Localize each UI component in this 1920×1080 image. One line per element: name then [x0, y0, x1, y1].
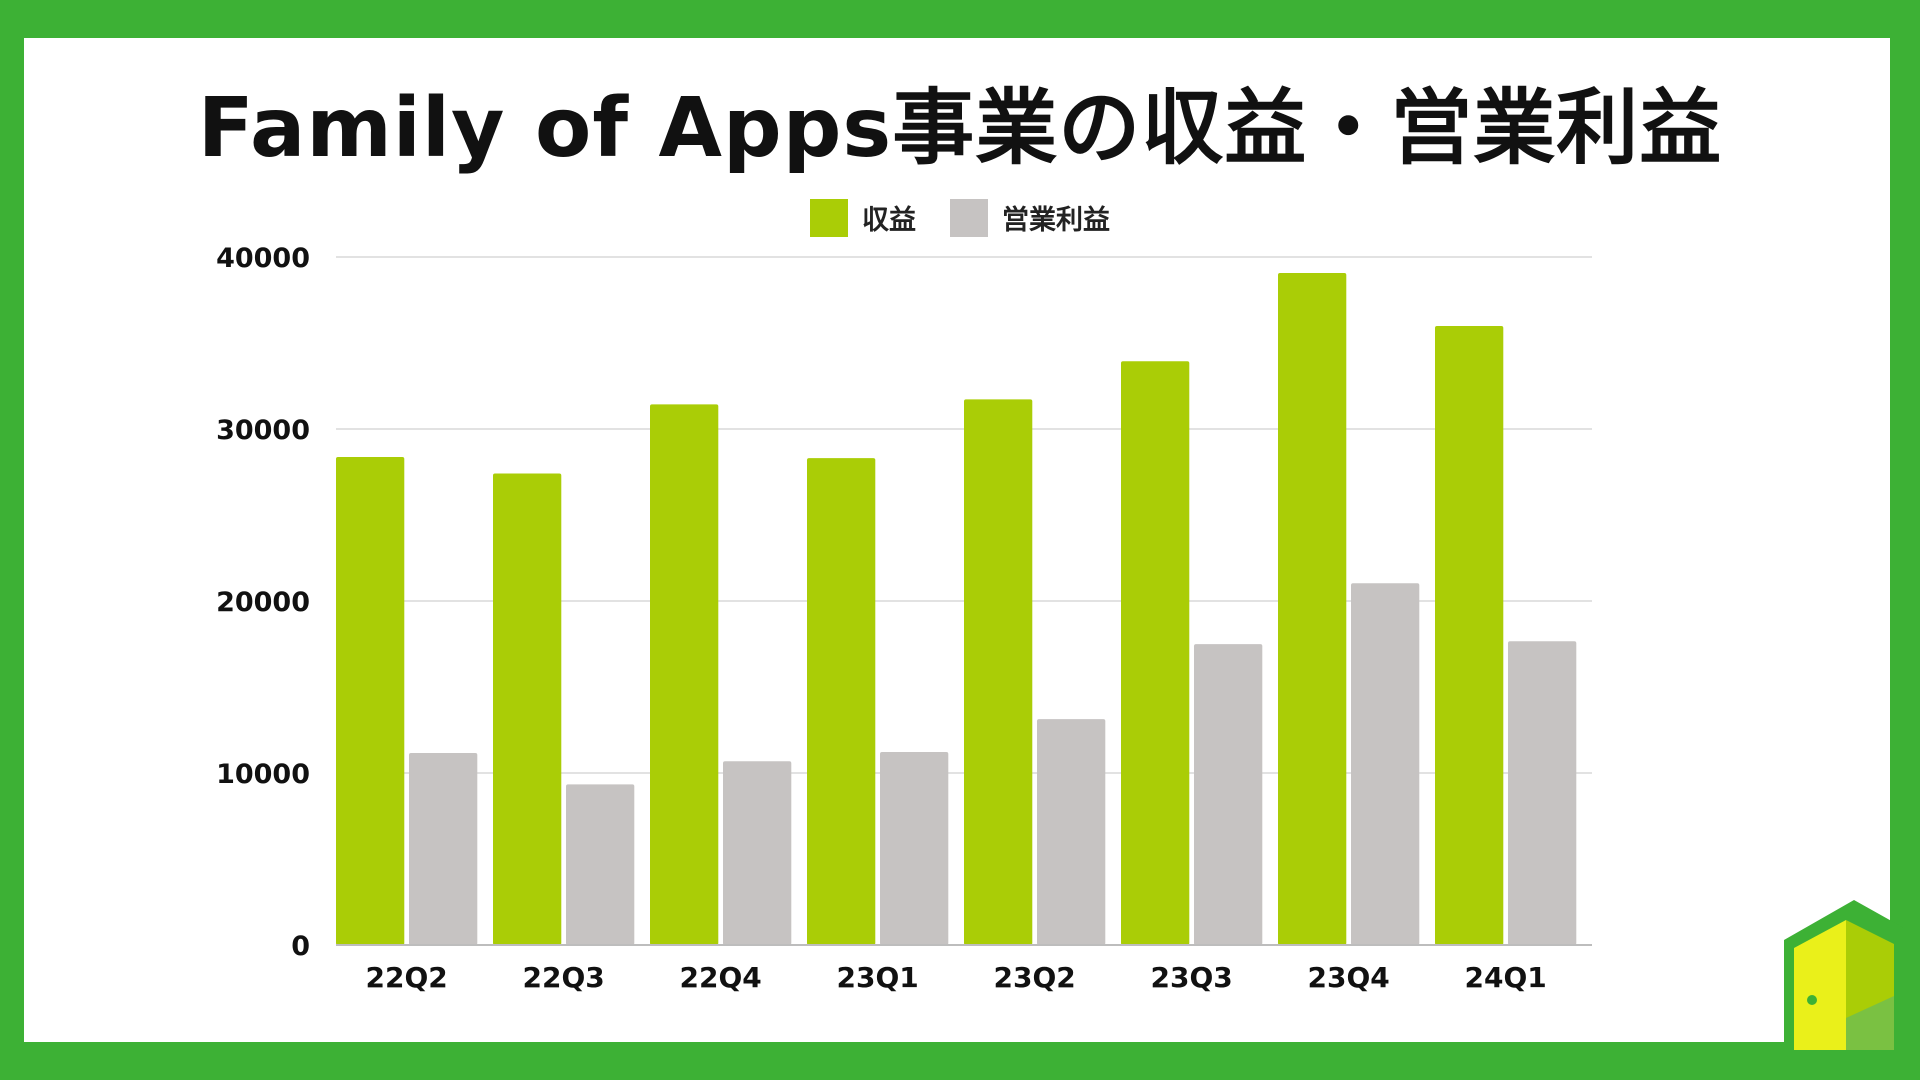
operating-income-bar-23Q4	[1351, 583, 1420, 945]
operating-income-bar-23Q2	[1037, 719, 1106, 945]
legend-item-operating-income: 営業利益	[950, 198, 1110, 237]
y-tick-label-4: 40000	[216, 243, 310, 274]
x-tick-label-22Q4: 22Q4	[680, 961, 762, 994]
operating-income-bar-23Q1	[880, 752, 949, 945]
y-tick-label-3: 30000	[216, 415, 310, 446]
door-logo-icon	[1784, 900, 1904, 1050]
revenue-bar-22Q3	[493, 473, 562, 945]
y-tick-label-1: 10000	[216, 759, 310, 790]
operating-income-bar-23Q3	[1194, 644, 1263, 945]
legend-label-revenue: 収益	[862, 205, 916, 236]
revenue-bar-22Q2	[336, 457, 405, 945]
revenue-bar-23Q3	[1121, 361, 1190, 945]
x-tick-label-22Q3: 22Q3	[523, 961, 605, 994]
chart-title: Family of Apps事業の収益・営業利益	[197, 81, 1723, 176]
revenue-bar-23Q4	[1278, 272, 1347, 946]
operating-income-bar-22Q4	[723, 761, 792, 945]
operating-income-bar-24Q1	[1508, 641, 1577, 945]
y-tick-label-2: 20000	[216, 587, 310, 618]
legend-swatch-operating-income	[950, 198, 988, 237]
x-tick-label-23Q2: 23Q2	[994, 961, 1076, 994]
x-tick-label-23Q1: 23Q1	[837, 961, 919, 994]
revenue-bar-23Q2	[964, 399, 1033, 945]
x-tick-label-22Q2: 22Q2	[366, 961, 448, 994]
revenue-bar-22Q4	[650, 404, 719, 945]
x-tick-label-23Q4: 23Q4	[1308, 961, 1390, 994]
legend: 収益 営業利益	[0, 198, 1920, 237]
legend-swatch-revenue	[810, 198, 848, 237]
legend-label-operating-income: 営業利益	[1002, 205, 1110, 236]
operating-income-bar-22Q2	[409, 753, 478, 945]
x-tick-label-24Q1: 24Q1	[1465, 961, 1547, 994]
y-tick-label-0: 0	[291, 931, 310, 962]
revenue-bar-24Q1	[1435, 325, 1504, 945]
x-tick-label-23Q3: 23Q3	[1151, 961, 1233, 994]
legend-item-revenue: 収益	[810, 198, 916, 237]
operating-income-bar-22Q3	[566, 784, 635, 945]
revenue-bar-23Q1	[807, 458, 876, 945]
